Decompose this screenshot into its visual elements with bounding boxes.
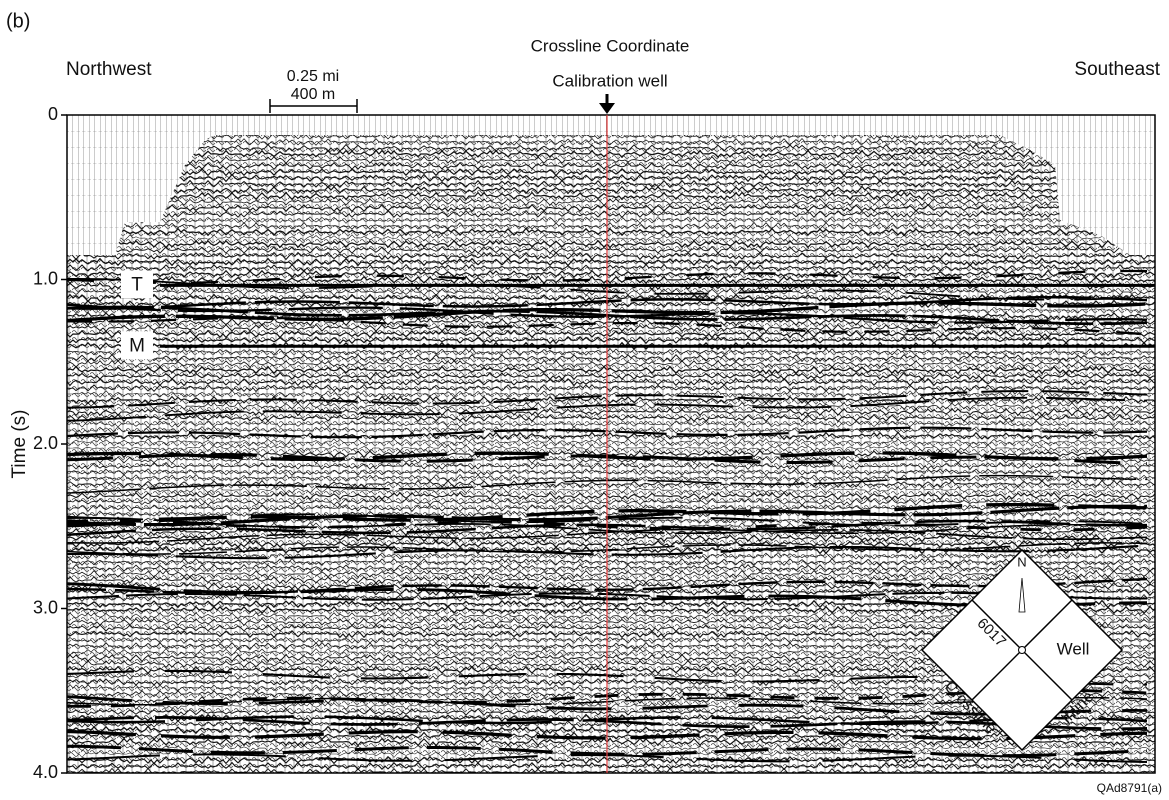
y-tick-label: 0 xyxy=(48,104,58,124)
compass-well: Well xyxy=(1057,639,1090,658)
horizon-label: T xyxy=(131,274,143,295)
well-label: Calibration well xyxy=(552,71,667,90)
panel-label: (b) xyxy=(6,10,30,32)
horizon-label: M xyxy=(129,335,145,356)
compass-north: N xyxy=(1017,554,1026,569)
title: Crossline Coordinate xyxy=(531,36,690,55)
y-tick-label: 3.0 xyxy=(33,597,58,617)
scale-label: 0.25 mi xyxy=(287,68,339,85)
figure: (b) Crossline Coordinate Northwest South… xyxy=(0,0,1169,800)
y-tick-label: 4.0 xyxy=(33,762,58,782)
scale-label: 400 m xyxy=(291,86,335,103)
right-label: Southeast xyxy=(1074,59,1160,80)
figure-id: QAd8791(a) xyxy=(1097,781,1162,795)
well-arrow xyxy=(599,94,615,114)
y-tick-label: 2.0 xyxy=(33,433,58,453)
left-label: Northwest xyxy=(66,59,152,80)
y-tick-label: 1.0 xyxy=(33,268,58,288)
y-axis-label: Time (s) xyxy=(9,410,30,479)
